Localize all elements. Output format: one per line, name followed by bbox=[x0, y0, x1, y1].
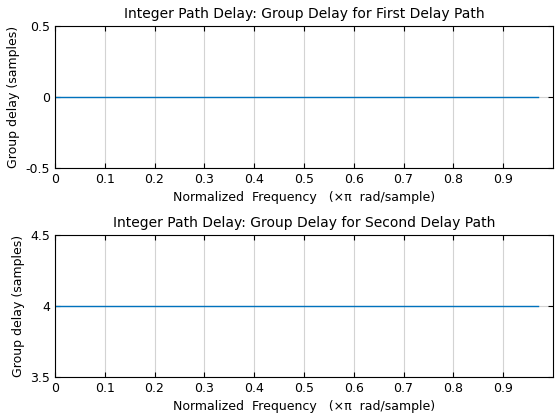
Y-axis label: Group delay (samples): Group delay (samples) bbox=[7, 26, 20, 168]
X-axis label: Normalized  Frequency   (×π  rad/sample): Normalized Frequency (×π rad/sample) bbox=[173, 192, 435, 205]
Title: Integer Path Delay: Group Delay for Second Delay Path: Integer Path Delay: Group Delay for Seco… bbox=[113, 215, 495, 230]
Y-axis label: Group delay (samples): Group delay (samples) bbox=[12, 235, 25, 377]
X-axis label: Normalized  Frequency   (×π  rad/sample): Normalized Frequency (×π rad/sample) bbox=[173, 400, 435, 413]
Title: Integer Path Delay: Group Delay for First Delay Path: Integer Path Delay: Group Delay for Firs… bbox=[124, 7, 484, 21]
